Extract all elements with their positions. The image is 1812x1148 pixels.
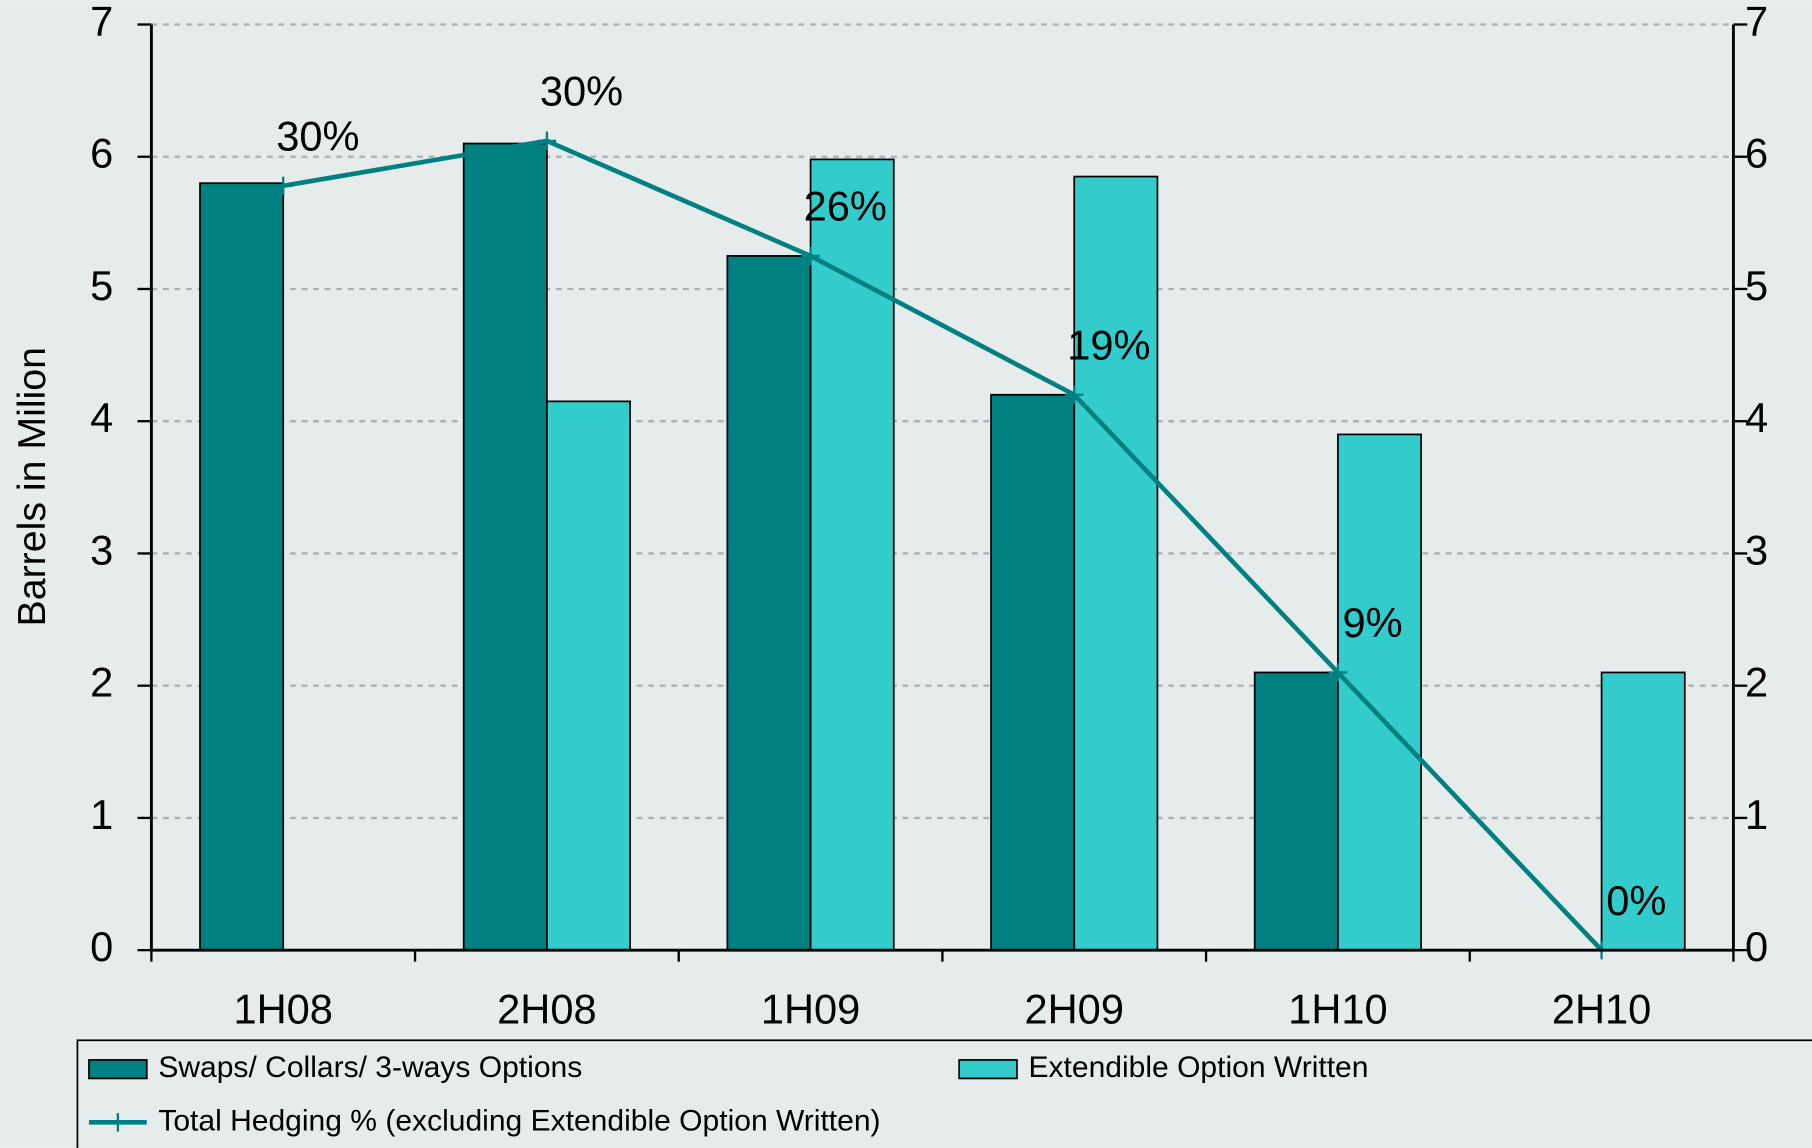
bar [1338,434,1421,950]
x-tick-label: 2H10 [1552,986,1651,1033]
y-tick-label: 5 [90,262,113,309]
legend-swatch [959,1060,1017,1078]
y2-tick-label: 3 [1745,526,1768,573]
chart: Barrels in Milion 0 1 2 3 4 5 6 7 0 1 2 3 4 5 6 7 1H08 2H… [0,0,1812,1148]
y-tick-label: 4 [90,394,113,441]
x-tick-label: 2H08 [497,986,596,1033]
data-label: 30% [540,68,623,115]
y2-tick-label: 2 [1745,659,1768,706]
bar [1074,177,1157,951]
bar [200,183,283,950]
y-tick-label: 6 [90,130,113,177]
legend-label: Extendible Option Written [1028,1051,1368,1084]
data-label: 0% [1606,877,1666,924]
x-tick-label: 1H10 [1288,986,1387,1033]
data-label: 26% [804,183,887,230]
y-axis-label: Barrels in Milion [10,347,54,626]
y2-tick-label: 4 [1745,394,1768,441]
y2-tick-label: 7 [1745,0,1768,44]
bar [547,401,630,950]
y-tick-label: 7 [90,0,113,44]
y-tick-label: 2 [90,659,113,706]
y-tick-label: 3 [90,526,113,573]
y2-tick-label: 0 [1745,923,1768,970]
y-tick-label: 0 [90,923,113,970]
bar [464,144,547,951]
legend-label: Swaps/ Collars/ 3-ways Options [158,1051,582,1084]
y2-tick-label: 1 [1745,791,1768,838]
data-label: 30% [276,113,359,160]
x-tick-label: 1H09 [761,986,860,1033]
legend-swatch [89,1060,147,1078]
x-tick-label: 2H09 [1025,986,1124,1033]
data-label: 19% [1067,322,1150,369]
x-tick-label: 1H08 [234,986,333,1033]
bar [1255,672,1338,950]
data-label: 9% [1343,599,1403,646]
bar [991,395,1074,950]
y2-tick-label: 6 [1745,130,1768,177]
bar [727,256,810,950]
legend-label: Total Hedging % (excluding Extendible Op… [158,1104,880,1137]
y2-tick-label: 5 [1745,262,1768,309]
y-tick-label: 1 [90,791,113,838]
